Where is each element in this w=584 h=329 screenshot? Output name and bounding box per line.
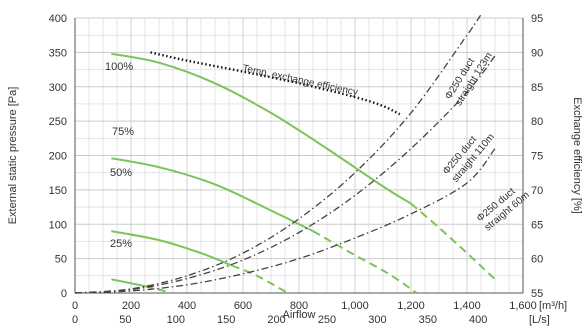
- x-primary-tick-label: 800: [290, 300, 308, 312]
- fan-curve-label: 100%: [105, 61, 133, 73]
- y-right-tick-label: 80: [531, 116, 543, 128]
- x-secondary-tick-label: 300: [368, 314, 386, 326]
- y-left-tick-label: 150: [49, 185, 67, 197]
- x-primary-tick-label: 600: [234, 300, 252, 312]
- y-right-tick-label: 70: [531, 185, 543, 197]
- x-primary-tick-label: 200: [122, 300, 140, 312]
- duct-curve: [74, 148, 496, 294]
- fan-curve-solid: [111, 230, 233, 267]
- x-primary-tick-label: 1,200: [397, 300, 425, 312]
- y-right-tick-label: 75: [531, 151, 543, 163]
- grid: [74, 17, 524, 294]
- y-right-tick-label: 55: [531, 288, 543, 300]
- y-right-tick-label: 60: [531, 254, 543, 266]
- axes: [74, 18, 524, 294]
- y-right-tick-label: 90: [531, 47, 543, 59]
- x-primary-tick-label: 1,000: [341, 300, 369, 312]
- y-right-tick-label: 85: [531, 82, 543, 94]
- y-right-tick-label: 65: [531, 219, 543, 231]
- x-secondary-tick-label: 400: [469, 314, 487, 326]
- y-left-tick-label: 400: [49, 13, 67, 25]
- x-primary-tick-label: 400: [178, 300, 196, 312]
- x-secondary-tick-label: 150: [217, 314, 235, 326]
- x-secondary-tick-label: 0: [72, 314, 78, 326]
- x-primary-unit: [m³/h]: [539, 300, 567, 312]
- y-left-tick-label: 100: [49, 219, 67, 231]
- efficiency-curve: [150, 51, 401, 116]
- x-secondary-tick-label: 50: [119, 314, 131, 326]
- fan-curve-label: 75%: [112, 126, 134, 138]
- x-secondary-tick-label: 100: [167, 314, 185, 326]
- x-secondary-tick-label: 350: [419, 314, 437, 326]
- fan-curve-label: 25%: [110, 238, 132, 250]
- x-secondary-tick-label: 200: [267, 314, 285, 326]
- y-left-tick-label: 250: [49, 116, 67, 128]
- fan-curve-dashed: [231, 264, 289, 294]
- fan-curve-solid: [111, 278, 146, 288]
- x-axis-label: Airflow: [282, 309, 315, 321]
- curves: [74, 14, 496, 294]
- y-right-tick-label: 95: [531, 13, 543, 25]
- y-left-tick-label: 350: [49, 47, 67, 59]
- duct-curve: [74, 14, 482, 294]
- duct-curve: [74, 55, 496, 294]
- x-primary-tick-label: 1,400: [453, 300, 481, 312]
- x-secondary-tick-label: 250: [318, 314, 336, 326]
- y-left-tick-label: 200: [49, 151, 67, 163]
- y-left-tick-label: 0: [61, 288, 67, 300]
- y-left-axis-label: External static pressure [Pa]: [7, 87, 19, 225]
- fan-curve-solid: [111, 157, 314, 232]
- fan-curve-label: 50%: [110, 167, 132, 179]
- y-left-tick-label: 50: [55, 254, 67, 266]
- fan-curve-dashed: [312, 230, 418, 294]
- x-primary-tick-label: 0: [72, 300, 78, 312]
- labels: 0 50 100 150 200 250 300 350 400 55 60 65 70 75 80 85 90…: [7, 13, 583, 326]
- x-primary-tick-label: 1,600: [509, 300, 537, 312]
- y-right-axis-label: Exchange efficiency [%]: [571, 97, 583, 214]
- y-left-tick-label: 300: [49, 82, 67, 94]
- x-secondary-unit: [L/s]: [529, 314, 550, 326]
- fan-curve-solid: [111, 52, 412, 205]
- fan-curve-dashed: [410, 202, 496, 281]
